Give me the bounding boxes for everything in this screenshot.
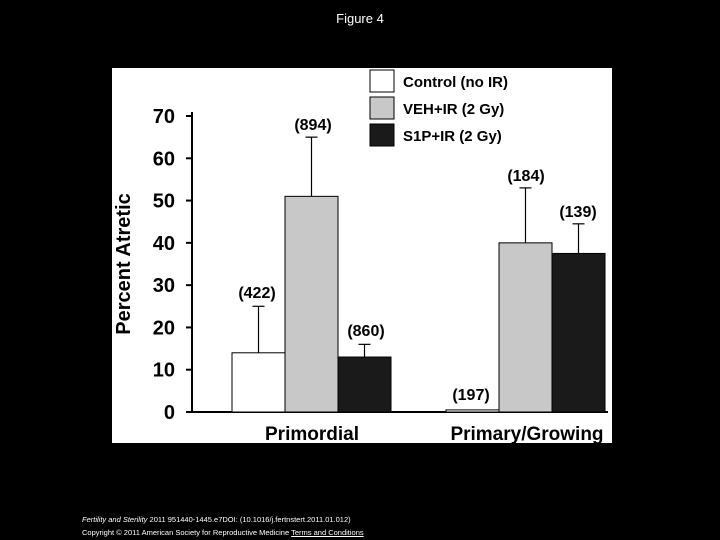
legend-label-0: Control (no IR)	[403, 74, 508, 91]
bar-0-1	[445, 409, 500, 413]
y-tick-label-60: 60	[153, 148, 175, 170]
bar-1-0	[284, 195, 339, 413]
y-tick-label-40: 40	[153, 233, 175, 255]
legend-swatch-1	[369, 96, 395, 120]
y-tick-label-50: 50	[153, 191, 175, 213]
y-tick-label-30: 30	[153, 275, 175, 297]
y-tick-label-10: 10	[153, 360, 175, 382]
n-label-2-0: (860)	[347, 323, 384, 340]
legend-label-1: VEH+IR (2 Gy)	[403, 101, 504, 118]
y-tick-label-0: 0	[164, 402, 175, 424]
legend-swatch-2	[369, 123, 395, 147]
category-label-0: Primordial	[265, 424, 359, 445]
footer-copyright-text: Copyright © 2011 American Society for Re…	[82, 528, 290, 537]
footer-journal: Fertility and Sterility	[82, 515, 148, 524]
legend-swatch-0	[369, 69, 395, 93]
bar-2-0	[337, 356, 392, 413]
bar-0-0	[231, 352, 286, 413]
n-label-0-1: (197)	[452, 387, 489, 404]
footer-citation-text: 2011 951440-1445.e7DOI: (10.1016/j.fertn…	[147, 515, 351, 524]
terms-and-conditions-link[interactable]: Terms and Conditions	[291, 528, 364, 537]
slide-title: Figure 4	[336, 11, 384, 26]
n-label-0-0: (422)	[238, 285, 275, 302]
n-label-1-0: (894)	[294, 117, 331, 134]
bar-2-1	[551, 252, 606, 413]
legend-label-2: S1P+IR (2 Gy)	[403, 128, 502, 145]
category-label-1: Primary/Growing	[450, 424, 603, 445]
footer-copyright: Copyright © 2011 American Society for Re…	[82, 528, 364, 537]
n-label-2-1: (139)	[559, 204, 596, 221]
n-label-1-1: (184)	[507, 168, 544, 185]
y-tick-label-20: 20	[153, 317, 175, 339]
y-tick-label-70: 70	[153, 106, 175, 128]
bar-1-1	[498, 242, 553, 413]
y-axis-label: Percent Atretic	[113, 193, 135, 335]
footer-citation: Fertility and Sterility 2011 951440-1445…	[82, 515, 351, 524]
